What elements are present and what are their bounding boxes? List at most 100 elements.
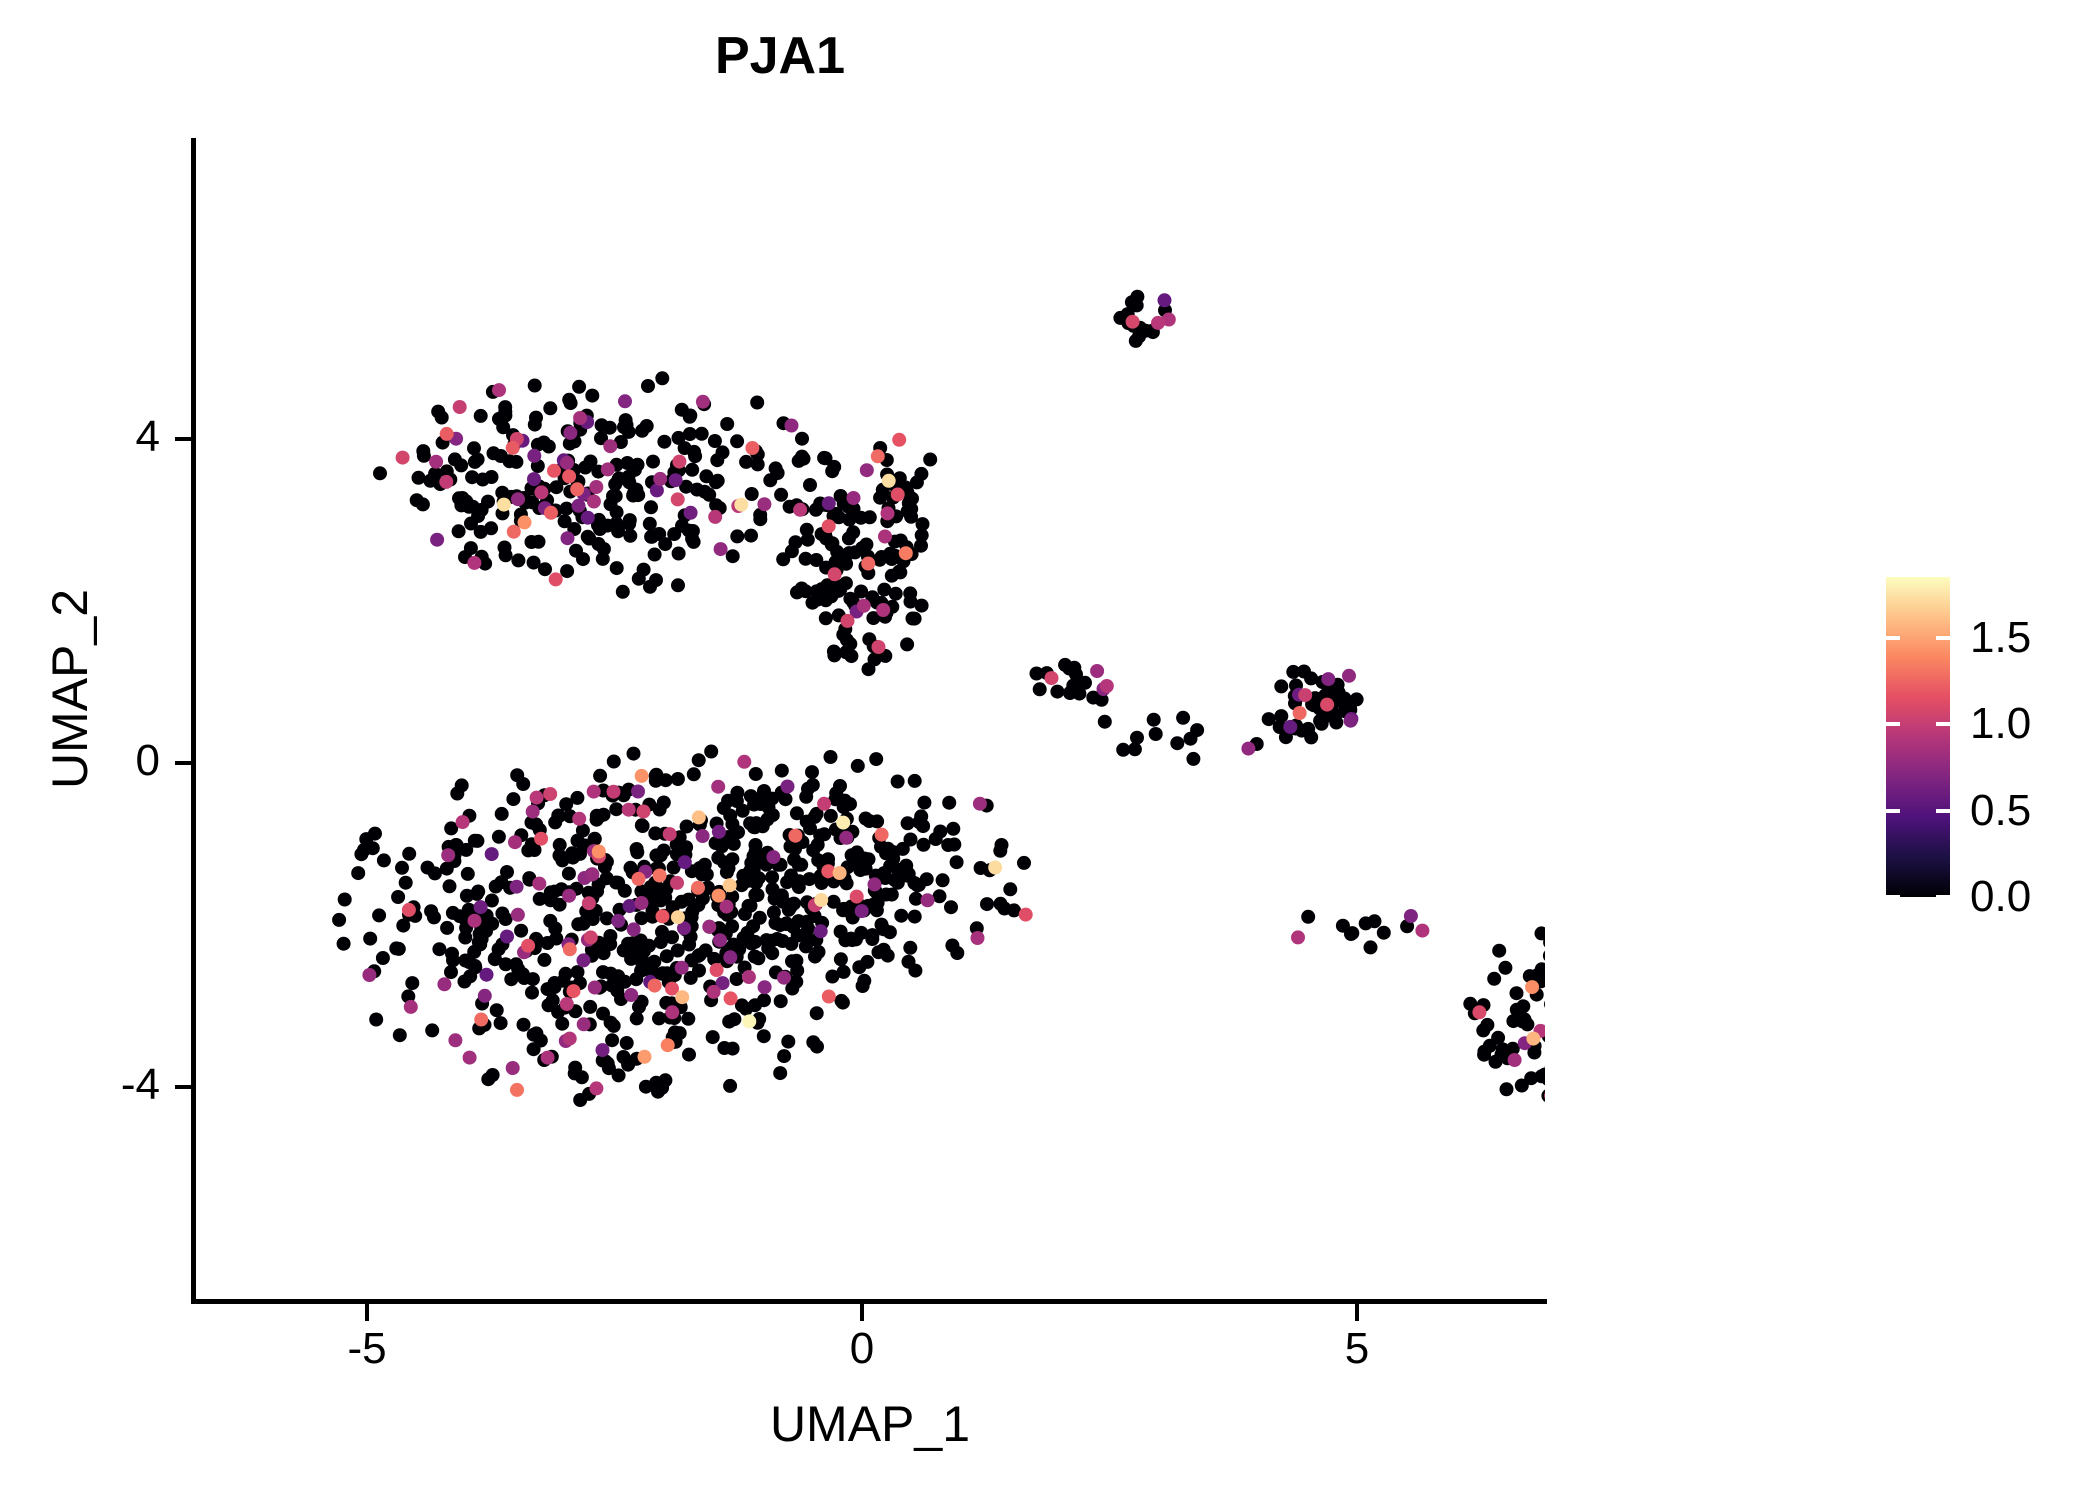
scatter-point <box>949 855 964 870</box>
scatter-point <box>683 408 698 423</box>
scatter-point <box>611 875 626 890</box>
scatter-point <box>713 933 727 948</box>
scatter-point <box>514 923 529 938</box>
scatter-point <box>459 888 474 903</box>
scatter-point <box>537 952 552 967</box>
scatter-point <box>788 828 803 843</box>
scatter-point <box>932 889 947 904</box>
scatter-point <box>685 524 700 538</box>
scatter-point <box>1097 714 1112 729</box>
scatter-point <box>562 942 577 957</box>
scatter-point <box>809 1006 824 1021</box>
scatter-point <box>403 999 418 1014</box>
scatter-point <box>774 763 789 778</box>
scatter-point <box>509 879 524 894</box>
colorbar-tick <box>1886 895 1900 899</box>
scatter-point <box>634 911 649 926</box>
x-axis-tick <box>860 1304 864 1321</box>
scatter-point <box>543 401 558 416</box>
scatter-point <box>570 833 585 848</box>
x-axis-line <box>191 1299 1547 1304</box>
scatter-point <box>576 953 591 968</box>
scatter-point <box>548 572 563 587</box>
scatter-point <box>823 808 838 823</box>
scatter-point <box>488 879 503 894</box>
scatter-point <box>668 473 683 488</box>
scatter-point <box>600 936 614 951</box>
scatter-point <box>1261 712 1276 727</box>
scatter-point <box>511 553 526 568</box>
scatter-point <box>757 993 771 1008</box>
scatter-point <box>730 434 745 449</box>
scatter-point <box>473 900 488 915</box>
scatter-point <box>866 611 881 626</box>
scatter-point <box>653 935 668 950</box>
scatter-point <box>634 963 649 978</box>
scatter-point <box>402 846 417 861</box>
scatter-point <box>1176 710 1191 725</box>
scatter-point <box>648 826 663 841</box>
scatter-point <box>795 449 809 464</box>
scatter-point <box>557 514 572 529</box>
scatter-point <box>416 444 431 459</box>
scatter-point <box>821 496 836 511</box>
scatter-point <box>784 418 799 433</box>
scatter-point <box>649 848 664 863</box>
scatter-point <box>511 492 525 507</box>
scatter-point <box>1274 709 1289 724</box>
colorbar-tick <box>1886 635 1900 640</box>
scatter-point <box>1525 980 1540 995</box>
scatter-point <box>745 441 760 455</box>
scatter-point <box>823 750 838 764</box>
scatter-point <box>459 842 474 857</box>
scatter-point <box>707 434 722 448</box>
scatter-point <box>1301 909 1316 924</box>
scatter-point <box>917 795 932 810</box>
scatter-point <box>1498 960 1513 975</box>
scatter-point <box>773 994 788 1009</box>
scatter-point <box>652 868 667 883</box>
scatter-point <box>544 505 558 520</box>
scatter-point <box>652 1011 666 1026</box>
scatter-point <box>593 768 608 783</box>
scatter-point <box>552 837 567 852</box>
scatter-point <box>555 1016 570 1031</box>
scatter-point <box>711 888 726 903</box>
scatter-point <box>464 516 478 531</box>
scatter-point <box>912 815 927 830</box>
scatter-point <box>908 891 923 906</box>
scatter-point <box>631 871 646 886</box>
scatter-point <box>838 933 853 948</box>
scatter-point <box>538 562 552 577</box>
scatter-point <box>798 939 813 954</box>
scatter-point <box>862 510 877 525</box>
scatter-point <box>606 1018 621 1033</box>
scatter-point <box>670 772 685 786</box>
scatter-point <box>1492 943 1507 958</box>
scatter-point <box>839 830 854 845</box>
scatter-point <box>510 907 525 922</box>
scatter-point <box>509 454 524 469</box>
scatter-point <box>487 952 502 967</box>
scatter-point <box>876 603 891 617</box>
scatter-point <box>624 988 639 1002</box>
scatter-point <box>749 816 764 831</box>
scatter-point <box>581 896 596 911</box>
scatter-point <box>813 828 828 843</box>
scatter-point <box>874 827 889 842</box>
scatter-point <box>658 1073 673 1088</box>
scatter-point <box>609 802 624 817</box>
scatter-point <box>682 1047 696 1062</box>
scatter-point <box>789 806 804 821</box>
scatter-point <box>656 795 671 810</box>
scatter-point <box>747 797 762 812</box>
scatter-point <box>583 999 598 1014</box>
scatter-point <box>1534 926 1545 941</box>
scatter-point <box>540 1050 555 1065</box>
scatter-point <box>665 930 679 945</box>
scatter-point <box>719 899 734 914</box>
scatter-point <box>682 427 697 441</box>
x-axis-title: UMAP_1 <box>769 1396 971 1452</box>
scatter-point <box>831 510 846 525</box>
scatter-point <box>484 470 499 484</box>
